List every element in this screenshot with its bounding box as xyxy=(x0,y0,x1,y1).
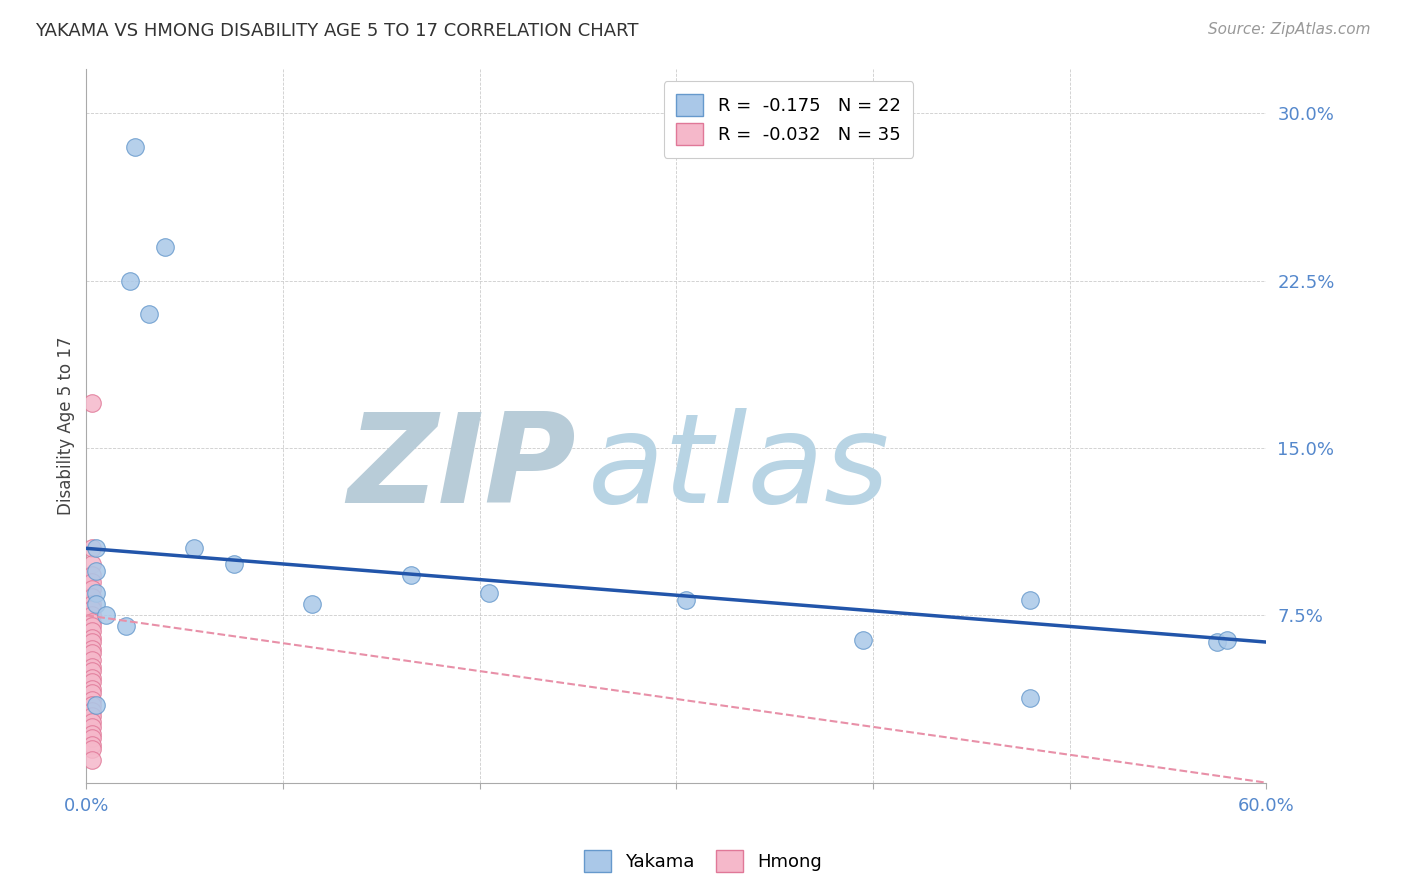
Point xyxy=(1019,690,1042,705)
Point xyxy=(82,671,104,685)
Point xyxy=(82,742,104,756)
Point xyxy=(82,664,104,678)
Point xyxy=(82,568,104,582)
Point xyxy=(1216,632,1239,647)
Point xyxy=(82,574,104,589)
Point xyxy=(82,675,104,690)
Legend: R =  -0.175   N = 22, R =  -0.032   N = 35: R = -0.175 N = 22, R = -0.032 N = 35 xyxy=(664,81,914,158)
Point xyxy=(82,597,104,611)
Point xyxy=(222,557,245,571)
Point xyxy=(301,597,323,611)
Text: Source: ZipAtlas.com: Source: ZipAtlas.com xyxy=(1208,22,1371,37)
Point xyxy=(82,720,104,734)
Point xyxy=(84,698,107,712)
Point xyxy=(82,615,104,629)
Point xyxy=(1019,592,1042,607)
Point xyxy=(675,592,697,607)
Point xyxy=(82,681,104,696)
Point xyxy=(84,564,107,578)
Text: ZIP: ZIP xyxy=(347,408,576,529)
Point xyxy=(82,715,104,730)
Text: atlas: atlas xyxy=(588,408,890,529)
Point xyxy=(118,273,141,287)
Point xyxy=(82,624,104,638)
Point xyxy=(82,601,104,615)
Point xyxy=(82,698,104,712)
Point xyxy=(82,635,104,649)
Point xyxy=(1206,635,1229,649)
Point xyxy=(84,586,107,600)
Text: YAKAMA VS HMONG DISABILITY AGE 5 TO 17 CORRELATION CHART: YAKAMA VS HMONG DISABILITY AGE 5 TO 17 C… xyxy=(35,22,638,40)
Point xyxy=(82,631,104,645)
Point xyxy=(82,396,104,410)
Point xyxy=(84,541,107,556)
Point xyxy=(82,731,104,745)
Point xyxy=(852,632,875,647)
Point xyxy=(82,619,104,633)
Point xyxy=(114,619,136,633)
Point xyxy=(82,541,104,556)
Point xyxy=(183,541,205,556)
Point xyxy=(138,307,160,321)
Point xyxy=(82,608,104,623)
Point xyxy=(124,139,146,153)
Point xyxy=(94,608,117,623)
Point xyxy=(82,704,104,718)
Point xyxy=(82,557,104,571)
Y-axis label: Disability Age 5 to 17: Disability Age 5 to 17 xyxy=(58,336,75,515)
Point xyxy=(399,568,422,582)
Point xyxy=(82,653,104,667)
Point xyxy=(82,693,104,707)
Legend: Yakama, Hmong: Yakama, Hmong xyxy=(576,843,830,880)
Point xyxy=(84,597,107,611)
Point xyxy=(153,240,176,254)
Point xyxy=(478,586,501,600)
Point xyxy=(82,686,104,700)
Point xyxy=(82,753,104,767)
Point xyxy=(82,646,104,660)
Point xyxy=(82,738,104,752)
Point xyxy=(82,659,104,673)
Point xyxy=(82,582,104,596)
Point xyxy=(82,708,104,723)
Point xyxy=(82,641,104,656)
Point xyxy=(82,726,104,740)
Point xyxy=(82,591,104,605)
